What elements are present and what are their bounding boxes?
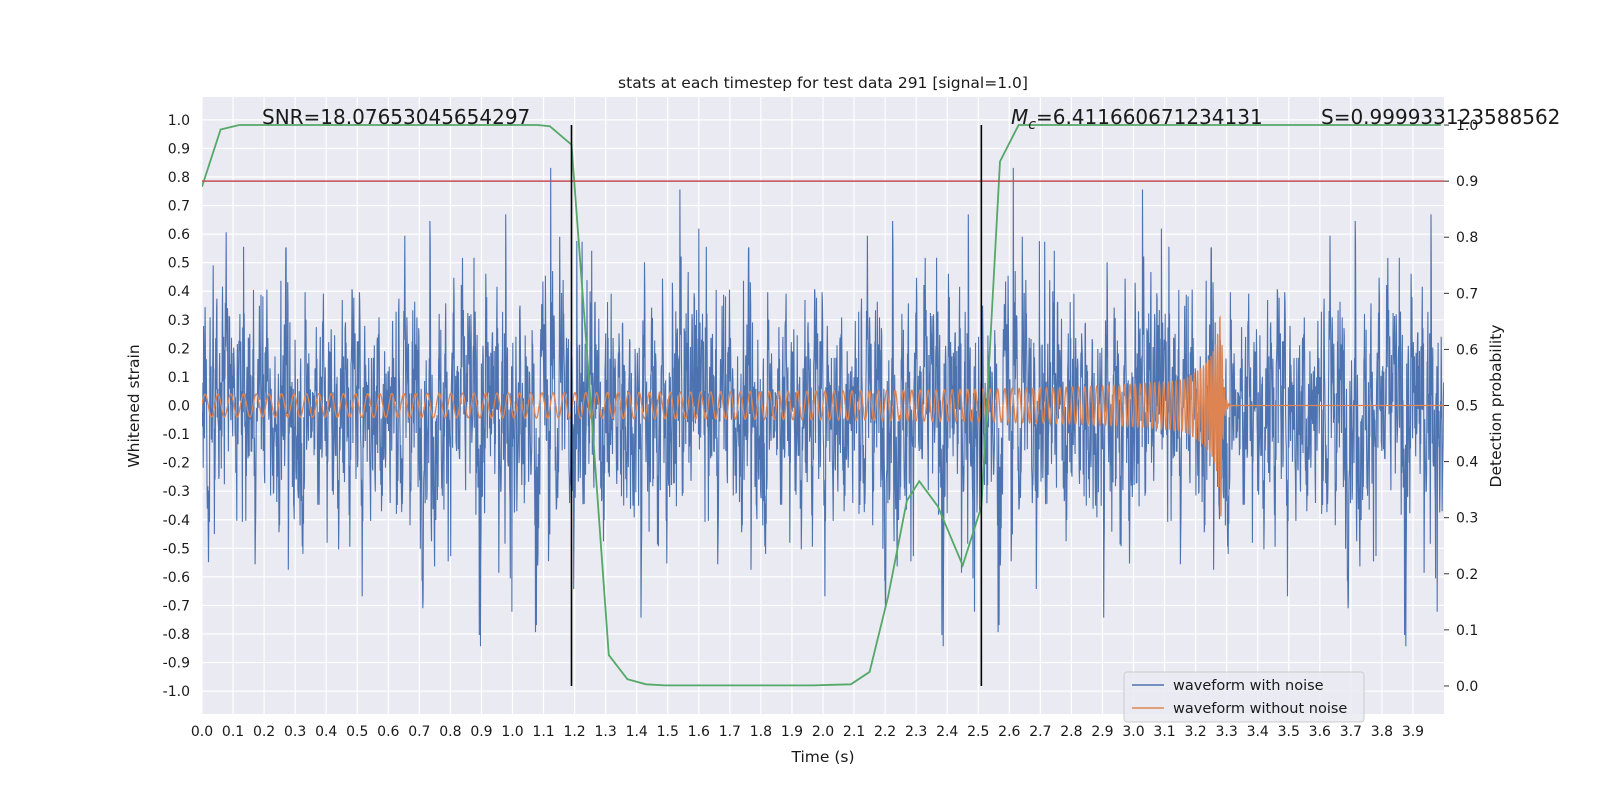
x-tick-label: 1.3 — [595, 724, 617, 740]
right-y-tick-label: 0.4 — [1456, 455, 1478, 471]
x-tick-label: 1.2 — [563, 724, 585, 740]
y-tick-label: -0.3 — [163, 484, 190, 500]
chirp-mass-annotation: Mc=6.411660671234131 — [1011, 105, 1263, 133]
x-tick-label: 0.4 — [315, 724, 337, 740]
x-tick-label: 3.0 — [1122, 724, 1144, 740]
x-tick-label: 2.7 — [1029, 724, 1051, 740]
y-tick-label: 0.9 — [168, 141, 190, 157]
x-tick-label: 2.4 — [936, 724, 958, 740]
y-tick-label: 1.0 — [168, 113, 190, 129]
right-y-tick-label: 0.3 — [1456, 511, 1478, 527]
x-tick-label: 0.6 — [377, 724, 399, 740]
x-tick-label: 3.3 — [1216, 724, 1238, 740]
x-axis-label: Time (s) — [790, 748, 854, 766]
legend: waveform with noise waveform without noi… — [1123, 671, 1365, 723]
legend-box — [1123, 671, 1365, 723]
y-tick-label: 0.3 — [168, 313, 190, 329]
legend-label-clean: waveform without noise — [1173, 701, 1347, 717]
x-tick-label: 1.6 — [688, 724, 710, 740]
x-tick-label: 3.6 — [1309, 724, 1331, 740]
right-y-tick-label: 0.1 — [1456, 623, 1478, 639]
x-tick-label: 0.3 — [284, 724, 306, 740]
x-tick-label: 2.9 — [1091, 724, 1113, 740]
x-tick-label: 1.5 — [657, 724, 679, 740]
significance-annotation: S=0.999933123588562 — [1321, 105, 1560, 129]
x-tick-label: 1.7 — [719, 724, 741, 740]
y-tick-label: 0.6 — [168, 227, 190, 243]
x-tick-label: 2.1 — [843, 724, 865, 740]
x-tick-label: 0.0 — [191, 724, 213, 740]
y-axis-label: Whitened strain — [125, 344, 143, 467]
right-y-tick-label: 0.6 — [1456, 342, 1478, 358]
x-tick-label: 1.4 — [626, 724, 648, 740]
series-waveform-with-noise — [202, 167, 1444, 647]
x-tick-label: 0.9 — [470, 724, 492, 740]
y-tick-label: -0.1 — [163, 427, 190, 443]
chirp-mass-symbol: M — [1011, 105, 1028, 129]
x-tick-label: 0.1 — [222, 724, 244, 740]
x-tick-label: 2.8 — [1060, 724, 1082, 740]
right-y-tick-label: 0.0 — [1456, 679, 1478, 695]
x-tick-label: 2.0 — [812, 724, 834, 740]
x-tick-label: 0.2 — [253, 724, 275, 740]
y-tick-label: -0.6 — [163, 570, 190, 586]
x-tick-label: 2.6 — [998, 724, 1020, 740]
x-tick-label: 3.8 — [1371, 724, 1393, 740]
right-y-tick-label: 0.2 — [1456, 567, 1478, 583]
chirp-mass-value: =6.411660671234131 — [1036, 105, 1263, 129]
x-tick-label: 0.8 — [439, 724, 461, 740]
right-y-axis-label: Detection probability — [1487, 325, 1505, 488]
y-tick-label: 0.0 — [168, 399, 190, 415]
x-tick-label: 3.7 — [1340, 724, 1362, 740]
y-tick-label: 0.5 — [168, 256, 190, 272]
chart-title: stats at each timestep for test data 291… — [618, 74, 1028, 92]
x-tick-label: 3.5 — [1278, 724, 1300, 740]
right-y-tick-label: 0.9 — [1456, 174, 1478, 190]
right-y-axis-ticks: 1.0 0.9 0.8 0.7 0.6 0.5 0.4 0.3 0.2 0.1 0.0 — [1444, 118, 1478, 695]
y-tick-label: 0.2 — [168, 341, 190, 357]
x-tick-label: 0.5 — [346, 724, 368, 740]
right-y-tick-label: 1.0 — [1456, 118, 1478, 134]
y-tick-label: 0.4 — [168, 284, 190, 300]
y-tick-label: -0.9 — [163, 656, 190, 672]
series-layer — [202, 124, 1444, 687]
x-tick-label: 1.1 — [532, 724, 554, 740]
right-y-tick-label: 0.5 — [1456, 399, 1478, 415]
right-y-tick-label: 0.8 — [1456, 230, 1478, 246]
y-tick-label: -0.5 — [163, 541, 190, 557]
y-tick-label: 0.1 — [168, 370, 190, 386]
chirp-mass-subscript: c — [1028, 117, 1036, 133]
x-tick-label: 3.1 — [1153, 724, 1175, 740]
x-tick-label: 3.4 — [1247, 724, 1269, 740]
x-tick-label: 2.2 — [874, 724, 896, 740]
right-y-tick-label: 0.7 — [1456, 286, 1478, 302]
y-tick-label: 0.7 — [168, 199, 190, 215]
x-tick-label: 2.5 — [967, 724, 989, 740]
overlay-layer — [202, 125, 1444, 686]
x-tick-label: 1.8 — [750, 724, 772, 740]
y-tick-label: -1.0 — [163, 684, 190, 700]
y-axis-ticks: 1.0 0.9 0.8 0.7 0.6 0.5 0.4 0.3 0.2 0.1 0.0 -0.1 -0.… — [163, 113, 190, 700]
y-tick-label: -0.2 — [163, 456, 190, 472]
x-axis-ticks: 0.0 0.1 0.2 0.3 0.4 0.5 0.6 0.7 0.8 0.9 1.0 1.1 1.2 1… — [191, 724, 1424, 740]
y-tick-label: 0.8 — [168, 170, 190, 186]
y-tick-label: -0.7 — [163, 598, 190, 614]
series-waveform-without-noise — [202, 315, 1444, 517]
snr-annotation: SNR=18.07653045654297 — [262, 105, 530, 129]
x-tick-label: 1.9 — [781, 724, 803, 740]
x-tick-label: 3.9 — [1402, 724, 1424, 740]
x-tick-label: 0.7 — [408, 724, 430, 740]
y-tick-label: -0.4 — [163, 513, 190, 529]
y-tick-label: -0.8 — [163, 627, 190, 643]
x-tick-label: 3.2 — [1184, 724, 1206, 740]
series-detection-probability — [202, 124, 1441, 687]
x-tick-label: 1.0 — [501, 724, 523, 740]
legend-label-noise: waveform with noise — [1173, 678, 1324, 694]
x-tick-label: 2.3 — [905, 724, 927, 740]
